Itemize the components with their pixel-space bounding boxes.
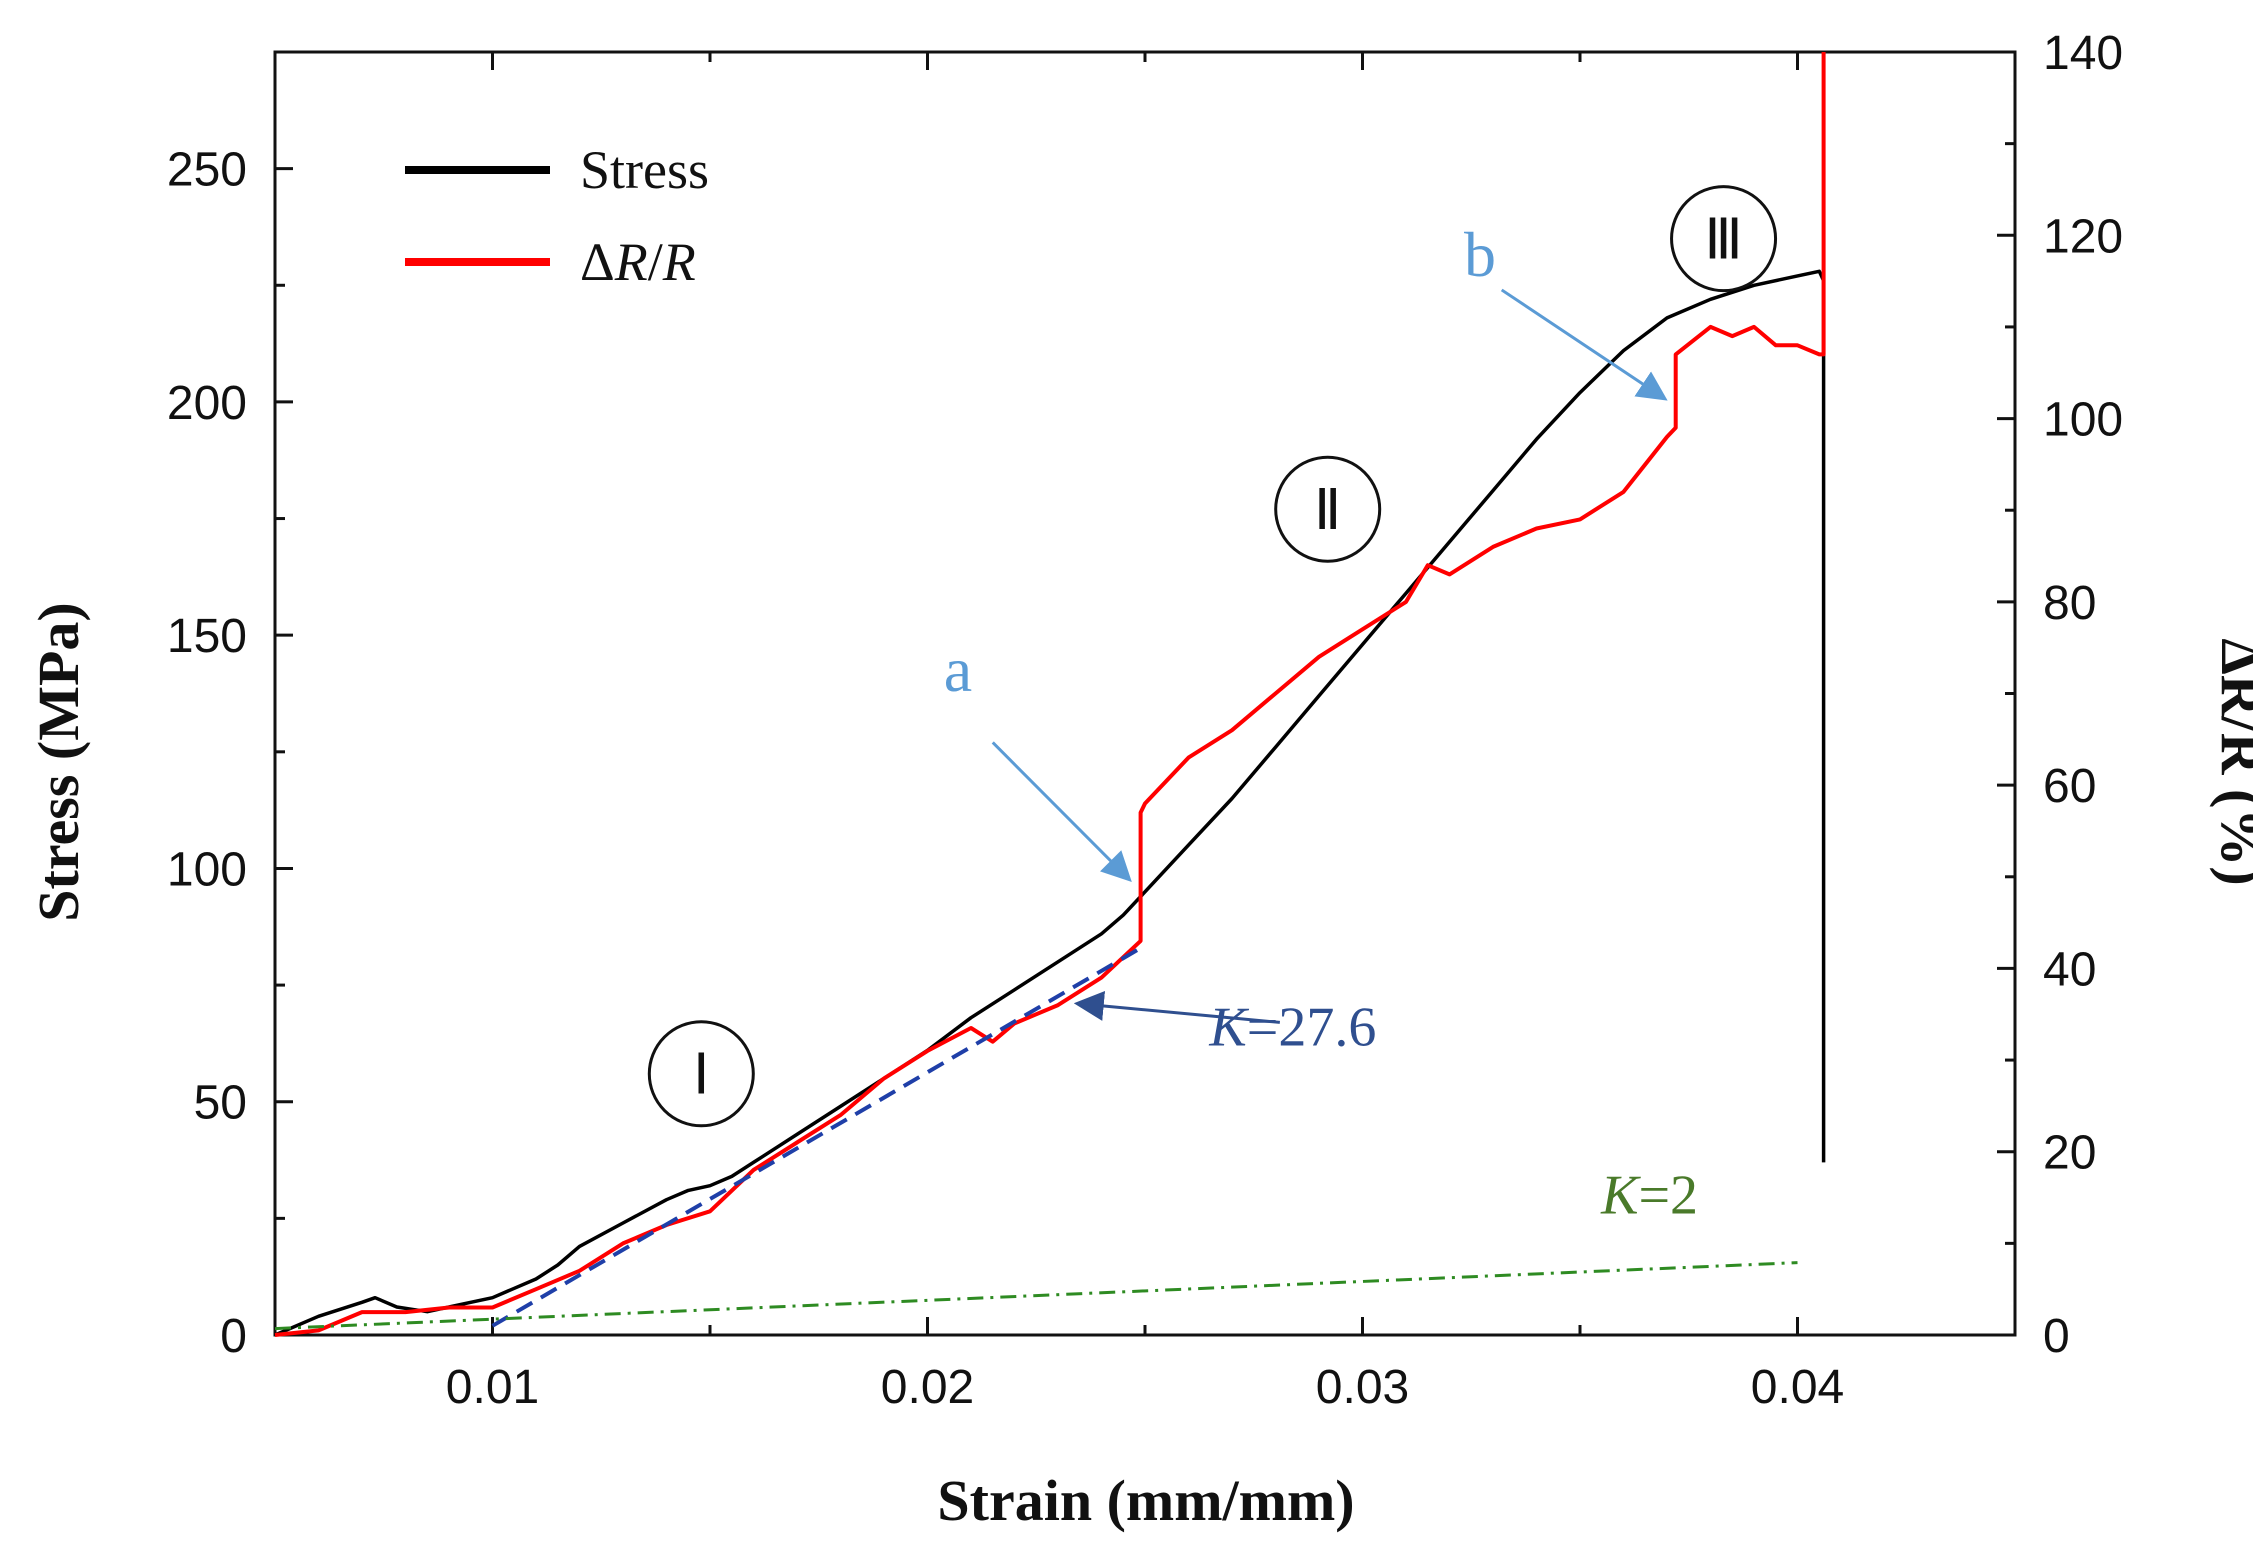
region-1-label: Ⅰ [693, 1045, 710, 1107]
y-tick-label: 150 [167, 610, 247, 663]
y-axis-title: Stress (MPa) [26, 602, 91, 921]
series-resistance [274, 52, 1826, 1337]
legend-label-part: / [648, 232, 663, 292]
plot-frame-group [273, 50, 2017, 1337]
y-tick-label: 0 [220, 1310, 247, 1363]
region-2-label: Ⅱ [1314, 480, 1342, 542]
x-axis-title: Strain (mm/mm) [937, 1468, 1354, 1533]
y2-tick-label: 120 [2043, 210, 2123, 263]
legend-label-resistance: ΔR/R [580, 232, 696, 292]
legend-label-part: R [614, 232, 648, 292]
y-tick-label: 50 [194, 1077, 247, 1130]
region-3-label: Ⅲ [1704, 210, 1743, 272]
y-tick-label: 250 [167, 144, 247, 197]
legend-label-part: Δ [580, 232, 615, 292]
y2-tick-label: 140 [2043, 27, 2123, 80]
y-tick-label: 100 [167, 843, 247, 896]
y2-tick-label: 40 [2043, 943, 2096, 996]
label-b-text: b [1464, 219, 1496, 290]
y2-tick-label: 80 [2043, 577, 2096, 630]
label-k27-text: K=27.6 [1208, 997, 1376, 1059]
y-tick-label: 200 [167, 377, 247, 430]
y2-tick-label: 0 [2043, 1310, 2070, 1363]
label-k2-italic: K [1600, 1165, 1641, 1227]
label-k27-rest: =27.6 [1247, 997, 1377, 1059]
legend-label-stress: Stress [580, 140, 709, 200]
label-k27-arrow [1073, 991, 1280, 1024]
region-3-circle [1670, 185, 1778, 293]
series-group [274, 52, 1826, 1337]
label-k27-italic: K [1208, 997, 1249, 1059]
label-a-text: a [944, 634, 972, 705]
ticks-group: 0.01 0.02 0.03 0.04 0 50 100 150 200 250 0 20 40 60 80… [167, 27, 2123, 1414]
x-tick-label: 0.03 [1316, 1361, 1409, 1414]
y2-axis-title: ΔR/R (%) [2209, 638, 2253, 885]
label-b-arrow [1500, 288, 1668, 401]
region-1-circle [647, 1020, 755, 1128]
x-tick-label: 0.04 [1751, 1361, 1844, 1414]
y2-tick-label: 60 [2043, 760, 2096, 813]
series-fit_k27 [491, 943, 1147, 1328]
label-k2-rest: =2 [1638, 1165, 1698, 1227]
plot-frame [273, 50, 2017, 1337]
region-2-circle [1274, 455, 1382, 563]
label-k2-text: K=2 [1600, 1165, 1698, 1227]
y2-tick-label: 100 [2043, 394, 2123, 447]
y2-tick-label: 20 [2043, 1127, 2096, 1180]
legend: Stress ΔR/R [405, 140, 709, 292]
x-tick-label: 0.01 [446, 1361, 539, 1414]
label-a-arrow [991, 741, 1132, 883]
legend-label-part: R [662, 232, 696, 292]
x-tick-label: 0.02 [881, 1361, 974, 1414]
series-stress [274, 269, 1826, 1337]
series-fit_k2 [274, 1261, 1798, 1331]
